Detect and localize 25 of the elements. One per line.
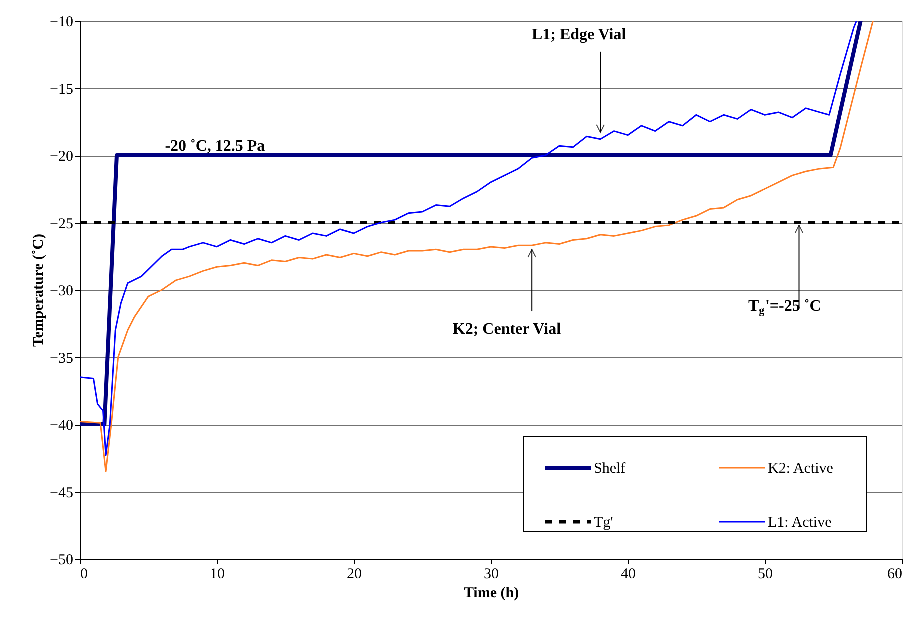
x-tick-label: 50 [758, 566, 773, 582]
x-tick-label: 0 [80, 566, 88, 582]
y-axis-title: Temperature (˚C) [31, 234, 48, 347]
annotation: L1; Edge Vial [532, 26, 627, 44]
x-tick-label: 40 [621, 566, 636, 582]
legend-label: K2: Active [768, 461, 834, 477]
y-tick-label: −25 [50, 216, 74, 232]
legend-label: L1: Active [768, 515, 832, 531]
legend-label: Shelf [594, 461, 626, 477]
y-tick-label: −20 [50, 149, 74, 165]
annotation: -20 ˚C, 12.5 Pa [165, 138, 266, 156]
y-tick-label: −40 [50, 418, 74, 434]
y-tick-label: −35 [50, 350, 74, 367]
y-tick-label: −10 [50, 14, 74, 30]
y-tick-label: −50 [50, 552, 74, 568]
x-tick-label: 20 [347, 566, 362, 582]
x-tick-label: 30 [484, 566, 499, 582]
legend-label: Tg' [594, 515, 614, 531]
x-axis-title: Time (h) [464, 586, 520, 602]
y-tick-label: −30 [50, 284, 74, 300]
annotation: K2; Center Vial [452, 321, 562, 338]
y-tick-label: −45 [50, 485, 74, 502]
y-tick-label: −15 [50, 82, 74, 98]
x-tick-label: 60 [888, 566, 902, 582]
x-tick-label: 10 [210, 566, 225, 582]
